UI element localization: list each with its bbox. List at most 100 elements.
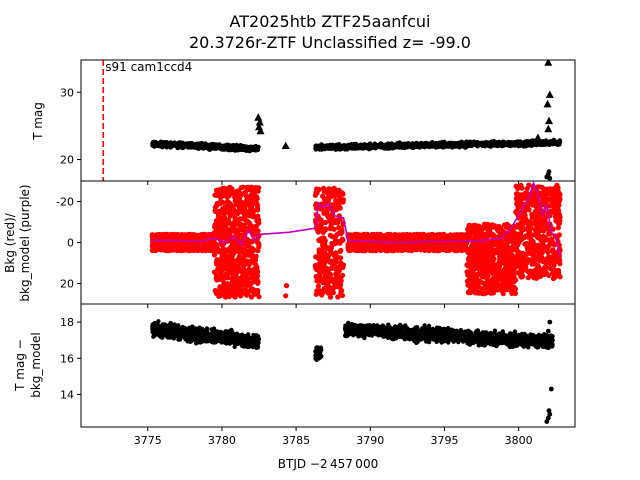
bkg-point [227, 208, 233, 215]
bkg-point [236, 292, 242, 298]
top-point [509, 141, 515, 147]
top-point [518, 139, 523, 144]
bkg-point [226, 283, 232, 289]
top-point [372, 144, 378, 149]
top-point [480, 142, 485, 148]
bkg-point [324, 207, 330, 213]
top-upper-limit-marker [254, 113, 263, 121]
top-upper-limit-marker [545, 116, 554, 125]
bkg-point [454, 232, 460, 238]
sector-annotation: s91 cam1ccd4 [105, 60, 192, 74]
bkg-point [217, 191, 223, 197]
bkg-point [182, 232, 188, 238]
top-point [550, 141, 555, 146]
bkg-point [335, 294, 341, 300]
bkg-point [253, 185, 259, 191]
top-point [209, 144, 214, 149]
bkg-point [184, 243, 190, 249]
top-point [230, 144, 235, 149]
chart-title-line1: AT2025htb ZTF25aanfcui [230, 12, 431, 31]
bkg-point [214, 277, 220, 283]
bkg-point [324, 245, 330, 251]
chart-title-line2: 20.3726r-ZTF Unclassified z= -99.0 [189, 33, 471, 52]
bkg-point [227, 213, 233, 219]
bkg-point [335, 201, 341, 207]
top-point [150, 142, 156, 147]
bkg-point [226, 186, 232, 192]
bkg-point [237, 254, 243, 260]
bkg-point [322, 227, 328, 233]
bkg-point [235, 198, 241, 204]
top-upper-limit-marker [281, 141, 290, 150]
top-point [473, 142, 479, 148]
bkg-point [331, 218, 337, 224]
bkg-point [401, 236, 407, 242]
bkg-point [246, 266, 252, 272]
bkg-point [167, 240, 173, 246]
bkg-point [250, 214, 256, 220]
bkg-point [219, 253, 225, 259]
top-point [171, 142, 176, 148]
bkg-point [336, 225, 342, 231]
top-point [500, 143, 505, 149]
bkg-point [220, 246, 226, 252]
top-point [483, 140, 488, 146]
bkg-point [333, 254, 339, 260]
bkg-point [324, 196, 330, 202]
bkg-point [243, 198, 249, 204]
bkg-point [153, 246, 159, 252]
bkg-point [327, 272, 333, 279]
bkg-point [254, 266, 260, 272]
bkg-point [240, 207, 246, 213]
top-plot-area [150, 60, 563, 181]
bkg-point [425, 234, 431, 240]
bkg-point [230, 292, 236, 298]
bkg-point [327, 294, 334, 300]
top-upper-limit-marker [543, 99, 552, 108]
bkg-point [254, 228, 260, 234]
top-ytick-label: 20 [60, 153, 74, 166]
top-point [216, 142, 221, 148]
bkg-point [255, 287, 261, 294]
bkg-point [236, 244, 242, 250]
bkg-point [241, 263, 247, 269]
bkg-point [241, 222, 247, 228]
top-point [320, 143, 325, 149]
bkg-point [353, 233, 359, 240]
top-point [350, 145, 355, 151]
top-point [336, 142, 342, 147]
bkg-point [237, 216, 243, 222]
bkg-point [254, 215, 260, 222]
top-point [365, 143, 370, 148]
bkg-point [320, 193, 326, 199]
bkg-point [237, 262, 243, 268]
bkg-point [419, 245, 426, 251]
bkg-point [247, 249, 253, 255]
bkg-point [247, 220, 253, 227]
bkg-point [230, 252, 236, 258]
bkg-point [326, 286, 332, 292]
bkg-point [228, 244, 234, 250]
top-point [417, 145, 422, 150]
top-point [486, 140, 492, 146]
bkg-point [336, 230, 342, 236]
top-point [403, 141, 408, 146]
bkg-point [330, 186, 337, 192]
bkg-point [248, 185, 254, 191]
bkg-point [321, 210, 327, 216]
bkg-point [213, 208, 219, 215]
bkg-point [329, 265, 335, 271]
top-point [499, 140, 505, 145]
bkg-point [221, 262, 227, 268]
bkg-point [247, 209, 253, 215]
bkg-point [338, 255, 344, 261]
top-point [546, 169, 552, 175]
bkg-point [250, 272, 256, 278]
top-point [557, 142, 562, 147]
bkg-point [249, 238, 255, 244]
bkg-point [212, 229, 218, 235]
bkg-point [241, 258, 247, 264]
bkg-point [238, 284, 244, 290]
bkg-point [316, 256, 322, 262]
bkg-point [332, 206, 338, 212]
